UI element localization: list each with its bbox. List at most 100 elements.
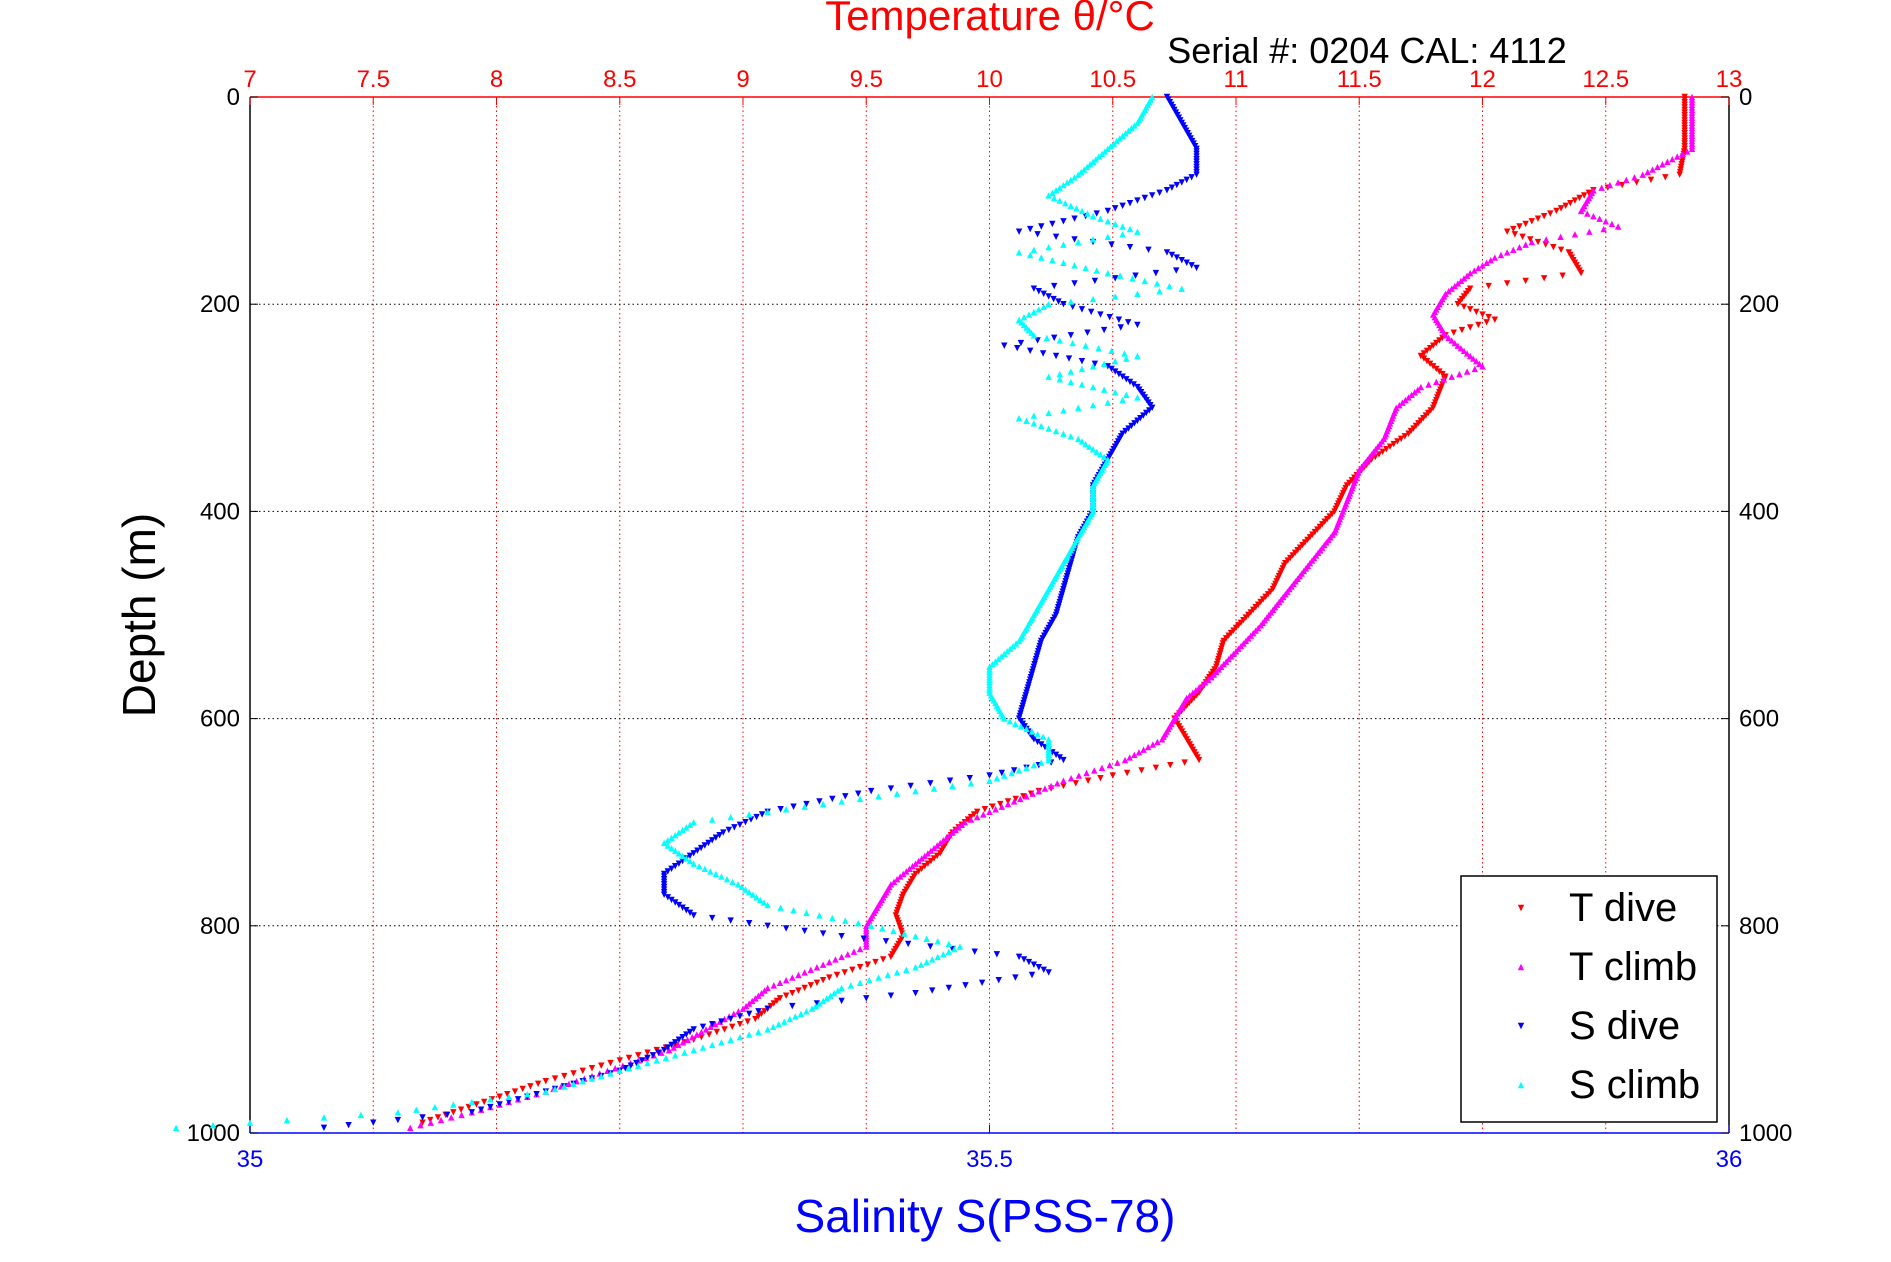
y-axis-label: Depth (m) bbox=[113, 513, 165, 717]
data-point bbox=[1087, 308, 1095, 316]
data-point bbox=[1045, 293, 1052, 300]
data-point bbox=[1012, 795, 1019, 803]
data-point bbox=[955, 824, 962, 831]
data-point bbox=[1614, 179, 1622, 186]
data-point bbox=[1188, 262, 1195, 269]
data-point bbox=[823, 995, 831, 1002]
data-point bbox=[1471, 365, 1478, 373]
data-point bbox=[1097, 215, 1104, 222]
data-point bbox=[1078, 357, 1086, 365]
data-point bbox=[664, 1044, 672, 1051]
data-point bbox=[1089, 295, 1097, 303]
data-point bbox=[670, 1044, 677, 1051]
data-point bbox=[1067, 176, 1075, 184]
data-point bbox=[813, 1000, 821, 1007]
data-point bbox=[777, 904, 784, 911]
data-point bbox=[434, 1114, 442, 1121]
data-point bbox=[1050, 295, 1057, 303]
data-point bbox=[1025, 311, 1033, 318]
temperature-tick-label: 9 bbox=[736, 66, 749, 93]
data-point bbox=[1095, 345, 1102, 352]
data-point bbox=[1156, 189, 1163, 197]
data-point bbox=[662, 1054, 670, 1062]
data-point bbox=[1108, 241, 1115, 248]
data-point bbox=[1439, 370, 1446, 378]
data-point bbox=[668, 1041, 675, 1049]
data-point bbox=[1454, 301, 1462, 308]
data-point bbox=[860, 935, 867, 942]
data-point bbox=[672, 863, 679, 870]
data-point bbox=[1460, 347, 1468, 355]
data-point bbox=[707, 1023, 714, 1031]
data-point bbox=[1580, 192, 1588, 199]
data-point bbox=[770, 982, 778, 989]
data-point bbox=[827, 992, 834, 999]
data-point bbox=[1067, 332, 1075, 339]
data-point bbox=[1100, 453, 1108, 461]
data-point bbox=[1045, 244, 1052, 251]
data-point bbox=[1049, 749, 1056, 756]
data-point bbox=[1138, 767, 1145, 774]
data-point bbox=[1071, 236, 1078, 243]
data-point bbox=[1098, 764, 1106, 772]
data-point bbox=[718, 873, 725, 880]
data-point bbox=[1086, 161, 1094, 168]
data-point bbox=[1092, 155, 1100, 163]
data-point bbox=[770, 1000, 778, 1007]
data-point bbox=[887, 785, 895, 792]
data-point bbox=[664, 837, 672, 844]
data-point bbox=[1198, 681, 1206, 689]
data-point bbox=[1020, 313, 1028, 321]
legend-label: S dive bbox=[1569, 1004, 1680, 1048]
data-point bbox=[767, 1002, 774, 1010]
data-point bbox=[1123, 391, 1130, 399]
data-point bbox=[801, 984, 808, 992]
data-point bbox=[419, 1114, 426, 1121]
data-point bbox=[504, 1090, 511, 1098]
data-point bbox=[570, 1070, 577, 1077]
data-point bbox=[1051, 194, 1058, 202]
data-point bbox=[1130, 381, 1137, 388]
data-point bbox=[826, 974, 833, 981]
data-point bbox=[1201, 679, 1209, 686]
data-point bbox=[533, 1090, 540, 1098]
data-point bbox=[992, 806, 999, 813]
salinity-tick-label: 35 bbox=[237, 1146, 264, 1173]
data-point bbox=[668, 844, 675, 852]
data-point bbox=[738, 883, 745, 891]
data-point bbox=[607, 1070, 614, 1077]
data-point bbox=[736, 821, 744, 828]
data-point bbox=[468, 1109, 476, 1116]
data-point bbox=[742, 1002, 750, 1010]
data-point bbox=[720, 829, 727, 836]
data-point bbox=[1052, 427, 1060, 435]
data-point bbox=[1192, 686, 1200, 694]
data-point bbox=[1448, 285, 1455, 292]
data-point bbox=[1433, 378, 1440, 386]
data-point bbox=[1527, 236, 1534, 243]
data-point bbox=[668, 865, 675, 873]
data-point bbox=[841, 969, 848, 976]
data-point bbox=[940, 837, 947, 844]
data-point bbox=[807, 966, 814, 974]
data-point bbox=[789, 974, 796, 981]
data-point bbox=[1113, 137, 1120, 145]
data-point bbox=[1140, 746, 1147, 753]
data-point bbox=[1411, 389, 1418, 396]
data-point bbox=[1528, 218, 1535, 225]
legend-entry: T dive bbox=[1517, 886, 1677, 930]
data-point bbox=[1208, 673, 1215, 681]
data-point bbox=[1075, 238, 1082, 246]
data-point bbox=[1084, 329, 1091, 336]
legend-marker bbox=[1517, 904, 1525, 912]
data-point bbox=[1379, 448, 1386, 456]
data-point bbox=[1089, 446, 1097, 453]
data-point bbox=[782, 925, 790, 932]
data-point bbox=[1143, 409, 1150, 417]
data-point bbox=[1483, 259, 1490, 266]
data-point bbox=[833, 971, 841, 979]
data-point bbox=[1386, 443, 1394, 450]
data-point bbox=[686, 909, 694, 917]
data-point bbox=[949, 829, 956, 836]
data-point bbox=[635, 1062, 642, 1069]
